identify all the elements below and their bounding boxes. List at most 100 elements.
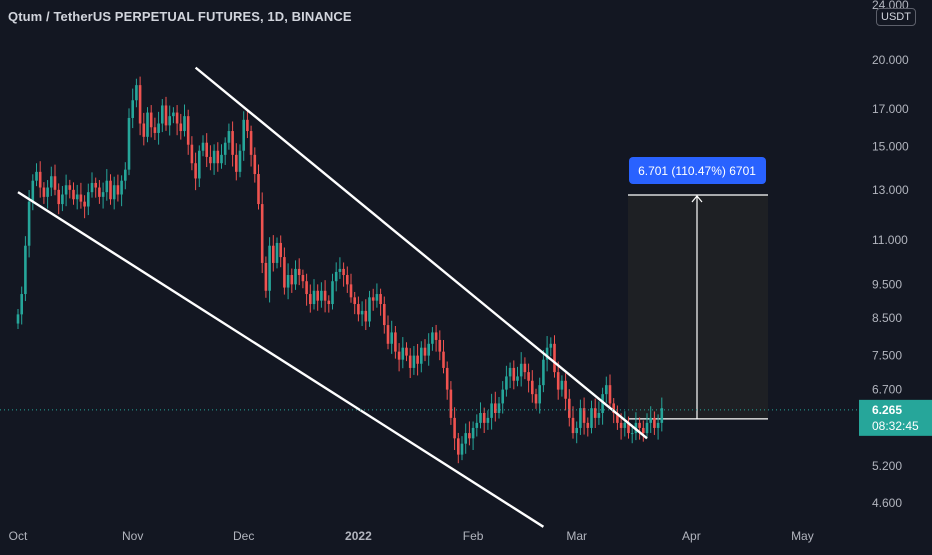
y-tick-label: 7.500	[872, 349, 902, 363]
candle-body	[183, 116, 186, 132]
candle-body	[538, 385, 541, 404]
candle-body	[294, 268, 297, 285]
last-price-badge	[859, 399, 932, 436]
last-price-label: 6.265	[872, 403, 902, 417]
candle-body	[175, 112, 179, 124]
candle-body	[394, 332, 397, 352]
candle-body	[257, 174, 260, 205]
candle-body	[127, 117, 131, 170]
candle-body	[479, 412, 482, 423]
candle-body	[601, 394, 604, 413]
x-tick-label: 2022	[345, 529, 372, 543]
candle-body	[246, 119, 249, 132]
currency-badge[interactable]: USDT	[876, 8, 916, 26]
candle-body	[275, 242, 279, 263]
candle-body	[523, 363, 527, 373]
candle-body	[112, 185, 116, 200]
candle-body	[75, 194, 79, 200]
candle-body	[79, 194, 83, 202]
candle-body	[327, 300, 331, 305]
candle-body	[83, 201, 86, 207]
candle-body	[305, 281, 308, 295]
candle-body	[364, 310, 368, 322]
candle-body	[268, 245, 271, 291]
candle-body	[64, 185, 68, 195]
candle-body	[527, 372, 530, 381]
candle-body	[331, 281, 334, 305]
candle-body	[590, 408, 593, 428]
y-tick-label: 13.000	[872, 183, 909, 197]
candle-body	[486, 417, 490, 423]
candle-body	[346, 274, 349, 285]
candle-body	[379, 294, 382, 305]
candle-body	[505, 376, 508, 390]
candle-body	[560, 380, 564, 390]
candle-body	[638, 422, 641, 428]
candle-body	[383, 304, 386, 326]
candle-body	[397, 351, 401, 360]
candle-body	[386, 325, 390, 344]
x-tick-label: Mar	[566, 529, 587, 543]
candle-body	[545, 347, 549, 360]
candle-body	[31, 180, 35, 202]
candle-body	[235, 154, 238, 172]
candle-body	[334, 271, 338, 282]
candle-body	[427, 343, 430, 356]
upper-trendline	[194, 66, 648, 440]
candle-body	[408, 355, 412, 368]
candle-body	[164, 105, 168, 126]
y-tick-label: 15.000	[872, 140, 909, 154]
candle-body	[238, 150, 242, 172]
candle-body	[593, 408, 597, 418]
candle-body	[623, 422, 627, 428]
candle-body	[138, 85, 142, 124]
candle-body	[87, 192, 90, 207]
candle-body	[116, 185, 120, 195]
candle-body	[153, 127, 157, 133]
candle-body	[24, 245, 27, 295]
candle-body	[142, 123, 146, 137]
candle-body	[42, 187, 46, 197]
candle-body	[360, 310, 364, 315]
x-tick-label: Oct	[9, 529, 28, 543]
candle-body	[357, 304, 360, 315]
candle-body	[20, 294, 23, 315]
candle-body	[516, 376, 519, 381]
y-tick-label: 8.500	[872, 311, 902, 325]
candle-body	[201, 142, 205, 151]
candle-body	[568, 398, 571, 418]
candle-body	[286, 274, 290, 288]
candle-body	[46, 187, 49, 197]
candle-body	[445, 367, 449, 390]
candle-body	[420, 347, 423, 364]
candle-body	[475, 422, 479, 428]
candle-body	[283, 257, 286, 288]
y-tick-label: 5.200	[872, 459, 902, 473]
candle-body	[556, 372, 560, 390]
candle-body	[157, 123, 160, 133]
candle-body	[216, 150, 220, 164]
candle-body	[186, 116, 190, 145]
candle-body	[442, 351, 445, 368]
candle-body	[35, 171, 38, 181]
candle-body	[534, 394, 538, 404]
candle-body	[471, 427, 475, 439]
candle-body	[642, 427, 645, 434]
candle-body	[660, 408, 664, 423]
candle-body	[272, 245, 275, 263]
candle-body	[242, 119, 245, 151]
candle-body	[323, 290, 327, 301]
candle-body	[94, 182, 97, 188]
candle-body	[312, 290, 316, 305]
candle-body	[412, 355, 416, 368]
candle-body	[320, 290, 323, 301]
candle-body	[457, 438, 460, 455]
candle-body	[368, 297, 371, 322]
candle-body	[349, 284, 353, 298]
candle-body	[253, 154, 257, 175]
candle-body	[120, 180, 123, 195]
candle-body	[172, 112, 175, 117]
x-tick-label: Nov	[122, 529, 143, 543]
